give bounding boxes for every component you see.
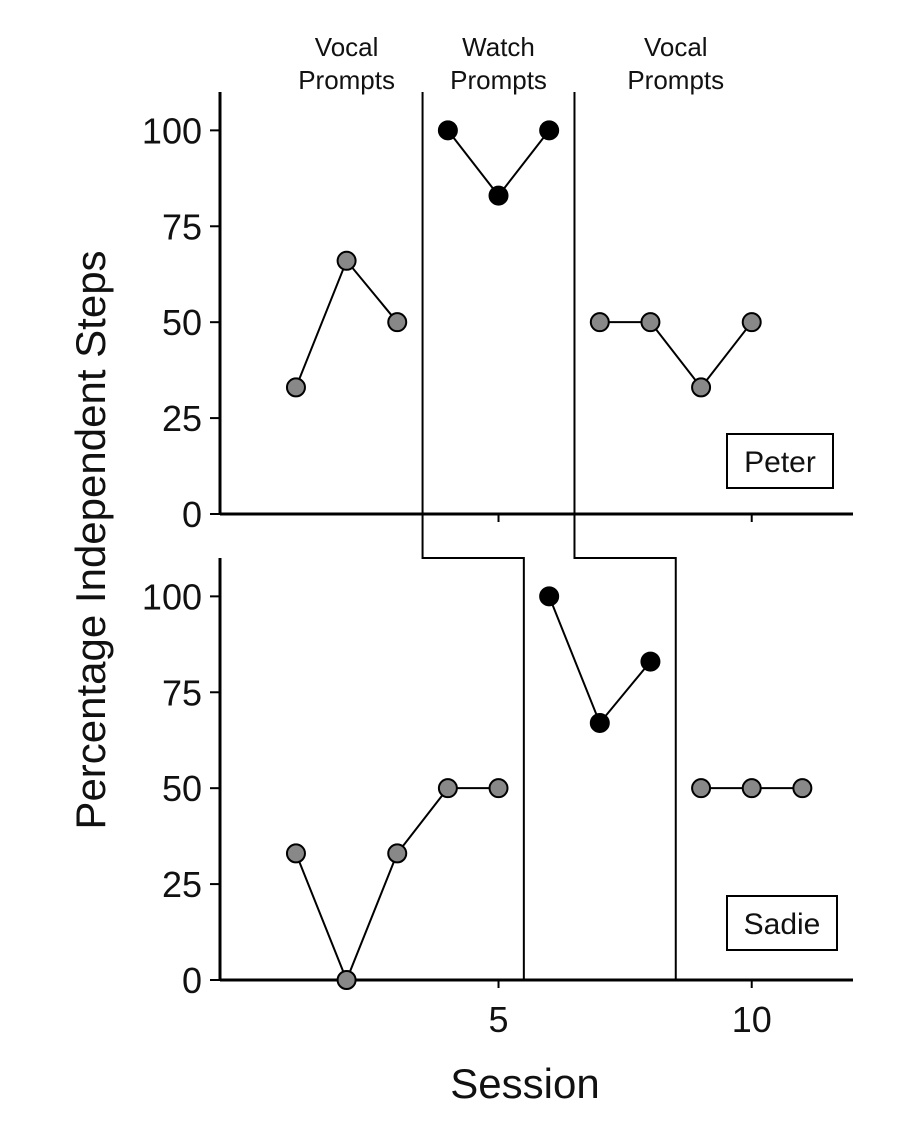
panel-peter-series-2-point-1 xyxy=(437,120,458,141)
panel-sadie-series-2-line xyxy=(548,595,652,725)
panel-peter-series-3-point-4 xyxy=(741,312,762,333)
panel-sadie-y-tick-label: 25 xyxy=(162,864,202,905)
panel-peter-series-3-point-2 xyxy=(640,312,661,333)
panel-sadie-name-box xyxy=(726,895,838,951)
panel-peter-name-box xyxy=(726,433,834,489)
panel-peter-series-3-point-3 xyxy=(691,377,712,398)
phase-change-line-2 xyxy=(573,92,677,980)
phase-label-1-line-1: Vocal xyxy=(315,32,379,62)
phase-change-line-1 xyxy=(421,92,525,980)
panel-peter-series-1-point-1 xyxy=(285,377,306,398)
x-axis-title: Session xyxy=(450,1060,599,1107)
panel-peter-y-tick-label: 75 xyxy=(162,206,202,247)
panel-sadie-series-3-point-1 xyxy=(691,778,712,799)
panel-peter-series-3-point-1 xyxy=(589,312,610,333)
panel-sadie-series-2-point-3 xyxy=(640,651,661,672)
plot-layer: VocalPromptsWatchPromptsVocalPrompts0255… xyxy=(142,32,853,1040)
panel-sadie-name-label: Sadie xyxy=(744,908,821,941)
panel-sadie-y-tick-label: 50 xyxy=(162,768,202,809)
panel-peter-series-3-line xyxy=(599,321,753,390)
panel-sadie-series-1-point-4 xyxy=(437,778,458,799)
panel-sadie-series-1-point-2 xyxy=(336,970,357,990)
y-axis-title: Percentage Independent Steps xyxy=(67,250,114,829)
panel-sadie-series-2-point-1 xyxy=(539,586,560,607)
panel-peter-y-tick-label: 0 xyxy=(182,494,202,535)
panel-sadie-y-tick-label: 0 xyxy=(182,960,202,1001)
panel-peter-y-tick-label: 50 xyxy=(162,302,202,343)
panel-peter-y-tick-label: 100 xyxy=(142,110,202,151)
phase-label-3-line-2: Prompts xyxy=(627,65,724,95)
phase-label-3-line-1: Vocal xyxy=(644,32,708,62)
phase-label-2-line-2: Prompts xyxy=(450,65,547,95)
panel-sadie-series-3-point-3 xyxy=(792,778,813,799)
panel-sadie-series-1-point-3 xyxy=(387,843,408,864)
panel-peter-series-1-point-3 xyxy=(387,312,408,333)
panel-peter-series-2-point-3 xyxy=(539,120,560,141)
panel-peter-name-label: Peter xyxy=(744,446,816,479)
panel-sadie-series-1-point-1 xyxy=(285,843,306,864)
panel-peter-series-2-point-2 xyxy=(488,185,509,206)
panel-peter-series-1-line xyxy=(295,258,399,388)
panel-peter-y-tick-label: 25 xyxy=(162,398,202,439)
panel-sadie-series-3-point-2 xyxy=(741,778,762,799)
x-tick-label: 10 xyxy=(732,999,772,1040)
panel-peter: 0 25 50 75 100 Peter xyxy=(142,92,853,535)
panel-sadie-y-tick-label: 75 xyxy=(162,672,202,713)
panel-sadie-series-2-point-2 xyxy=(589,712,610,733)
panel-sadie-series-1-point-5 xyxy=(488,778,509,799)
phase-label-2-line-1: Watch xyxy=(462,32,535,62)
panel-peter-series-1-point-2 xyxy=(336,250,357,271)
panel-sadie-y-tick-label: 100 xyxy=(142,576,202,617)
x-tick-label: 5 xyxy=(489,999,509,1040)
panel-sadie-series-1-line xyxy=(295,787,499,983)
phase-label-1-line-2: Prompts xyxy=(298,65,395,95)
panel-sadie: 0 25 50 75 100 5 10 Sadie xyxy=(142,558,853,1040)
